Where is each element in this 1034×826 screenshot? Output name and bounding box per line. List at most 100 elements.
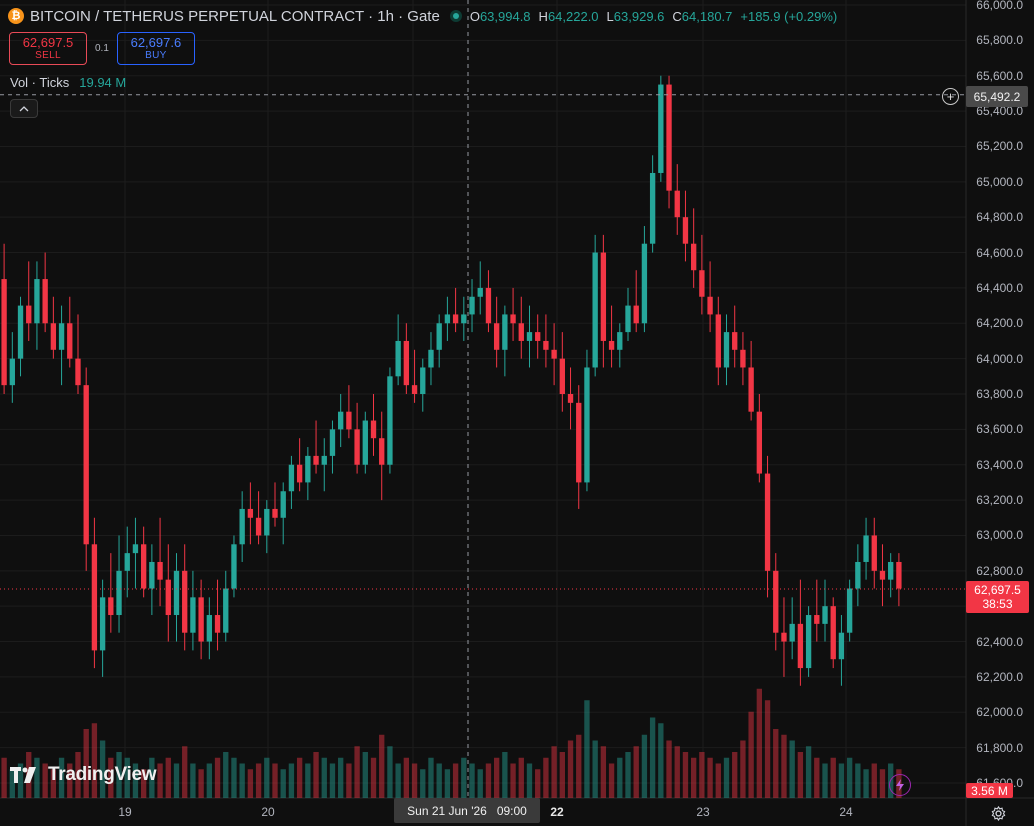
volume-legend[interactable]: Vol · Ticks 19.94 M [10, 75, 126, 90]
volume-bar [567, 740, 574, 798]
change-value: +185.9 (+0.29%) [740, 8, 838, 24]
volume-bar [387, 746, 393, 798]
price-tick-label: 64,600.0 [976, 245, 1023, 260]
volume-bar [124, 757, 130, 798]
candle-body [543, 340, 549, 350]
volume-bar [666, 740, 672, 798]
volume-bar [239, 763, 245, 798]
candle-body [682, 217, 689, 244]
lightning-icon[interactable] [889, 774, 911, 796]
volume-bar [420, 769, 426, 798]
price-tick-label: 65,600.0 [976, 68, 1023, 83]
volume-bar [288, 763, 295, 798]
candle-body [42, 279, 48, 324]
candle-body [526, 332, 533, 341]
collapse-legend-button[interactable] [10, 99, 38, 118]
candle-body [313, 455, 319, 465]
volume-bar [756, 688, 763, 798]
buy-button[interactable]: 62,697.6 BUY [116, 32, 195, 65]
volume-bar [58, 757, 65, 798]
volume-bar [723, 757, 730, 798]
close-value: 64,180.7 [681, 8, 733, 24]
candle-body [83, 385, 89, 545]
volume-bar [50, 769, 57, 798]
candle-body [600, 252, 607, 341]
candle-body [362, 420, 368, 465]
volume-bar [140, 769, 147, 798]
volume-bar [691, 757, 697, 798]
candle-body [223, 588, 229, 633]
candle-body [814, 615, 820, 624]
candle-body [452, 314, 459, 324]
volume-bar [198, 769, 204, 798]
candle-body [329, 429, 336, 456]
candle-body [691, 243, 697, 271]
volume-bar [699, 752, 705, 798]
volume-bar [674, 746, 680, 798]
price-tick-label: 63,600.0 [976, 422, 1023, 437]
gear-icon[interactable] [988, 803, 1008, 823]
plus-circle-icon[interactable]: + [942, 88, 959, 105]
candle-body [748, 367, 754, 412]
price-tick-label: 63,000.0 [976, 528, 1023, 543]
volume-bar [781, 734, 787, 798]
volume-bar [822, 763, 828, 798]
volume-bar [461, 757, 467, 798]
tradingview-logo[interactable]: TradingView [10, 764, 157, 786]
volume-bar [830, 757, 836, 798]
crosshair-time: 09:00 [496, 803, 527, 818]
candle-body [888, 561, 894, 580]
volume-bar [428, 757, 434, 798]
volume-bar [510, 763, 516, 798]
volume-bar [149, 757, 155, 798]
volume-bar [157, 763, 163, 798]
candle-body [559, 358, 565, 394]
candle-body [773, 570, 779, 633]
candle-body [699, 270, 705, 297]
candle-body [584, 367, 590, 483]
candle-body [247, 508, 254, 518]
candle-body [797, 623, 804, 669]
candle-body [206, 615, 212, 642]
candle-body [58, 323, 65, 350]
candle-body [280, 491, 286, 518]
candle-body [140, 544, 147, 589]
candle-body [149, 561, 155, 589]
candle-body [403, 340, 410, 386]
candle-body [551, 349, 557, 359]
volume-bar [9, 769, 15, 798]
candle-body [756, 411, 763, 474]
time-tick-label: 20 [261, 805, 275, 819]
candle-body [625, 305, 631, 333]
candle-body [658, 84, 664, 173]
volume-bar [748, 711, 754, 798]
sell-button[interactable]: 62,697.5 SELL [9, 32, 87, 65]
volume-legend-label: Vol · Ticks [10, 75, 70, 90]
volume-bar [838, 763, 845, 798]
volume-bar [255, 763, 262, 798]
volume-bar [658, 723, 664, 798]
volume-bar [108, 757, 114, 798]
volume-bar [1, 757, 7, 798]
candle-body [305, 455, 311, 483]
volume-bar [329, 763, 336, 798]
candle-body [428, 349, 434, 368]
candle-body [822, 606, 828, 624]
close-label: C [672, 8, 682, 24]
symbol-title[interactable]: BITCOIN / TETHERUS PERPETUAL CONTRACT · … [30, 7, 440, 25]
time-tick-label: 23 [696, 805, 710, 819]
candle-body [576, 402, 582, 483]
volume-bar [354, 746, 360, 798]
candle-body [518, 323, 524, 341]
candle-body [469, 296, 475, 315]
high-label: H [538, 8, 548, 24]
volume-bar [551, 746, 557, 798]
volume-bar [871, 763, 877, 798]
volume-bar [452, 763, 459, 798]
candle-body [354, 429, 360, 465]
live-dot-icon [449, 10, 462, 22]
time-tick-label: 24 [839, 805, 853, 819]
candle-body [17, 305, 24, 359]
volume-bar [395, 763, 401, 798]
